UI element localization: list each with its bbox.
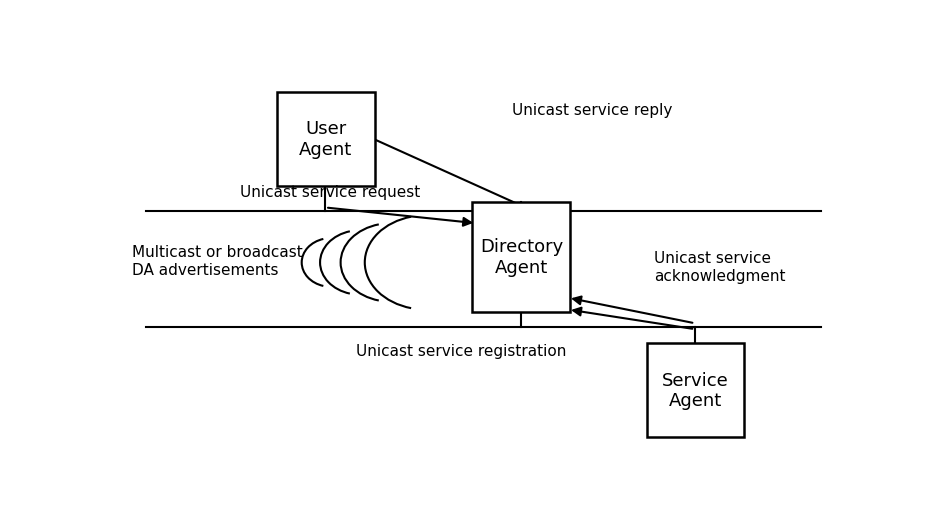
FancyBboxPatch shape (277, 93, 374, 186)
Text: User
Agent: User Agent (299, 120, 352, 159)
Text: Unicast service reply: Unicast service reply (512, 103, 673, 118)
FancyBboxPatch shape (647, 343, 744, 437)
Text: Unicast service
acknowledgment: Unicast service acknowledgment (653, 250, 785, 283)
Text: Unicast service request: Unicast service request (241, 185, 420, 200)
Text: Multicast or broadcast
DA advertisements: Multicast or broadcast DA advertisements (131, 245, 302, 277)
Text: Service
Agent: Service Agent (662, 371, 729, 410)
Text: Directory
Agent: Directory Agent (480, 238, 563, 276)
FancyBboxPatch shape (473, 202, 570, 312)
Text: Unicast service registration: Unicast service registration (357, 343, 567, 358)
